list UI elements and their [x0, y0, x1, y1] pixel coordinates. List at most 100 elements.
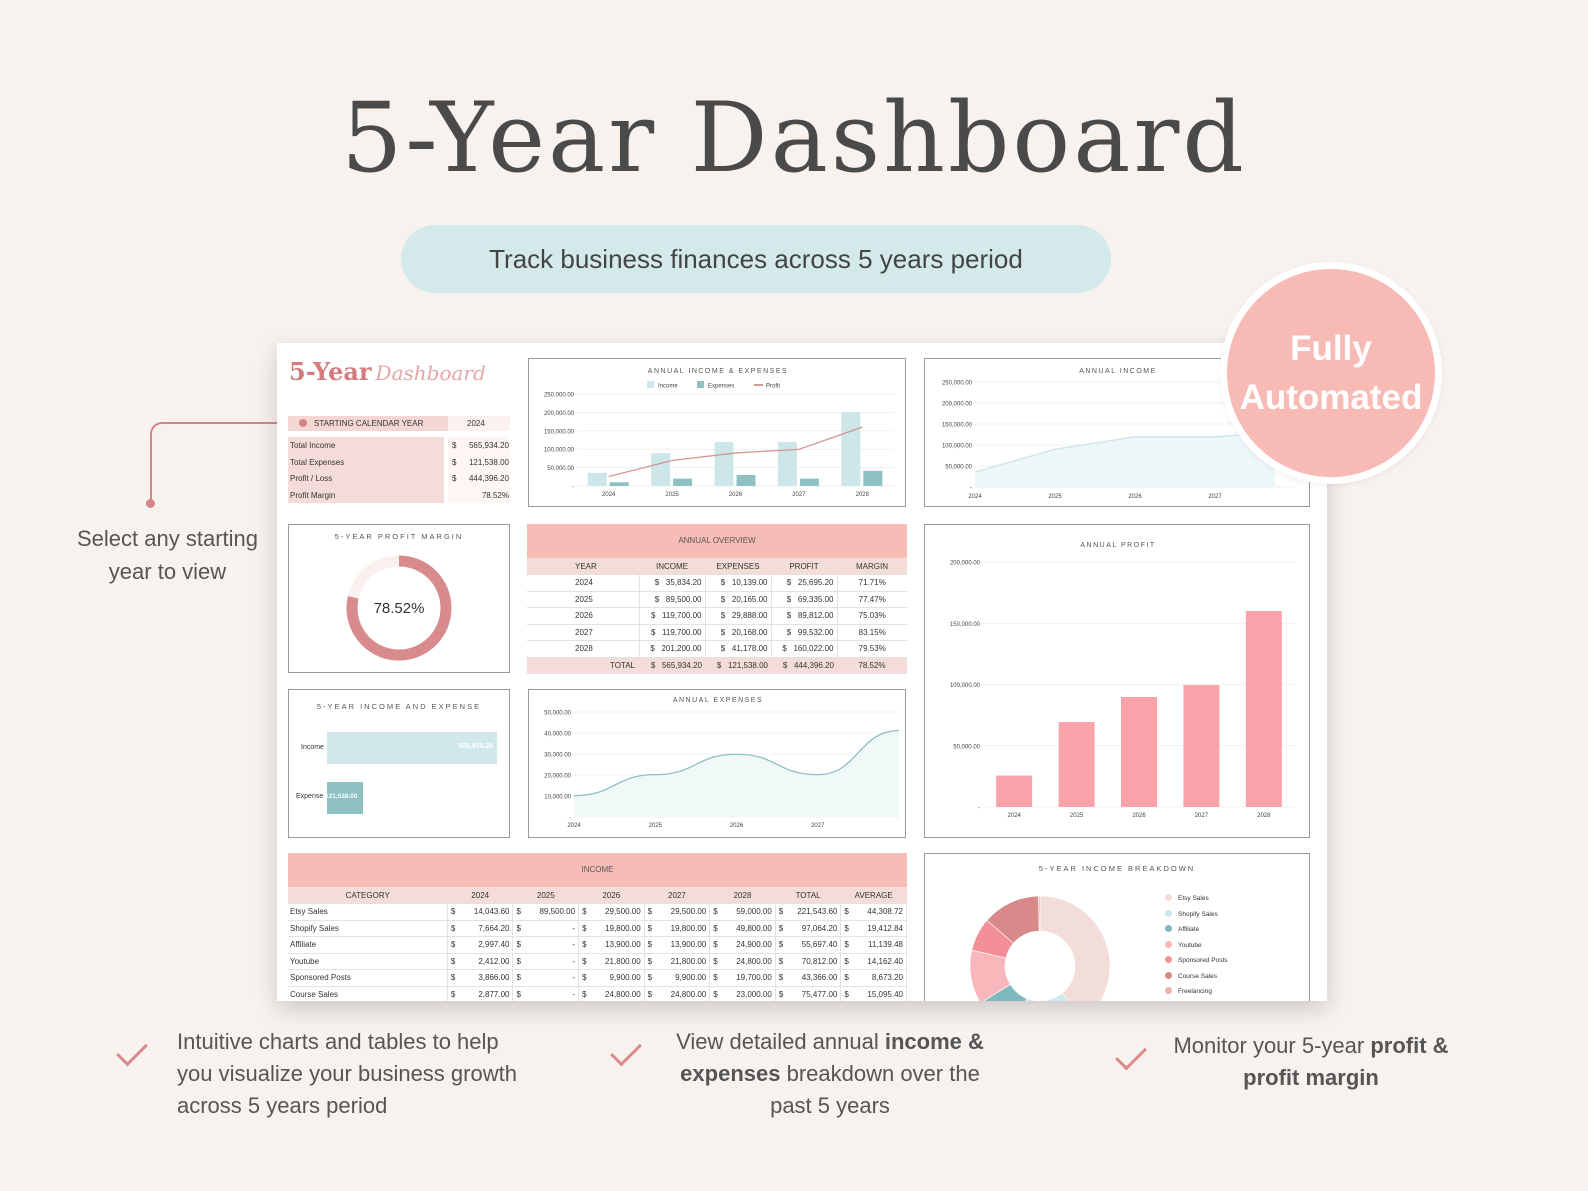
- bar-expenses: [609, 482, 629, 486]
- feature-1: Intuitive charts and tables to help you …: [177, 1029, 517, 1118]
- y-tick-label: 50,000.00: [953, 744, 980, 750]
- summary-currency: $: [452, 457, 457, 467]
- legend-item: Affiliate: [1165, 925, 1228, 941]
- chart-title: ANNUAL INCOME & EXPENSES: [648, 368, 788, 375]
- table-cell: $ 35,834.20: [639, 574, 706, 592]
- x-tick-label: 2026: [1132, 813, 1146, 819]
- income-expense-title: 5-YEAR INCOME AND EXPENSE: [316, 702, 482, 711]
- table-cell: $24,800.00: [709, 953, 776, 970]
- expenses-line: [573, 729, 900, 797]
- table-header: MARGIN: [837, 558, 907, 575]
- legend-label: Freelancing: [1178, 988, 1212, 995]
- table-header: 2028: [709, 887, 776, 904]
- table-row: Shopify Sales $7,664.20 $ - $19,800.00 $19,80…: [288, 920, 907, 937]
- y-tick-label: 10,000.00: [544, 795, 571, 801]
- x-tick-label: 2024: [567, 823, 581, 829]
- ie-income-label: Income: [301, 744, 324, 751]
- annual-profit-chart: ANNUAL PROFIT 200,000.00 150,000.00 100,000…: [950, 542, 1295, 819]
- legend-swatch: [697, 381, 704, 388]
- table-cell: $ 565,934.20: [639, 657, 705, 674]
- bar-expenses: [863, 470, 883, 486]
- income-title: INCOME: [288, 853, 907, 887]
- table-cell: 2028: [527, 640, 640, 658]
- profit-margin-title: 5-YEAR PROFIT MARGIN: [334, 532, 464, 541]
- start-year-label: STARTING CALENDAR YEAR: [314, 419, 424, 428]
- page-title: 5-Year Dashboard: [341, 82, 1247, 194]
- table-cell: Affiliate: [288, 936, 448, 954]
- chart-title: ANNUAL EXPENSES: [673, 697, 763, 704]
- legend-label: Expenses: [708, 384, 734, 390]
- x-tick-label: 2024: [1008, 813, 1022, 819]
- table-header: CATEGORY: [288, 887, 448, 904]
- annual-overview-title: ANNUAL OVERVIEW: [527, 524, 907, 558]
- table-row: Affiliate $2,997.40 $ - $13,900.00 $13,900.00…: [288, 936, 907, 954]
- legend-swatch: [647, 381, 654, 388]
- y-tick-label: 150,000.00: [950, 622, 981, 628]
- summary-currency: $: [452, 474, 457, 483]
- table-cell: $11,139.48: [840, 936, 907, 954]
- start-year-row[interactable]: STARTING CALENDAR YEAR 2024: [288, 416, 510, 431]
- table-cell: $29,500.00: [644, 903, 711, 921]
- table-cell: $55,697.40: [775, 936, 842, 954]
- table-cell: 78.52%: [837, 657, 907, 674]
- table-cell: $14,162.40: [840, 953, 907, 970]
- table-header: YEAR: [527, 558, 639, 575]
- profit-margin-donut: 78.52%: [346, 555, 452, 661]
- y-tick-label: 250,000.00: [544, 393, 575, 399]
- ie-expense-value: 121,538.00: [325, 793, 358, 800]
- start-year-value[interactable]: 2024: [467, 419, 485, 428]
- table-cell: $70,812.00: [775, 953, 842, 970]
- table-cell: $ 10,139.00: [705, 574, 772, 592]
- pie-slice: [1038, 895, 1041, 932]
- annual-profit-panel: ANNUAL PROFIT 200,000.00 150,000.00 100,000…: [924, 524, 1310, 838]
- table-cell: Shopify Sales: [288, 920, 448, 937]
- table-cell: $ 20,165.00: [705, 591, 772, 608]
- summary-currency: $: [452, 441, 457, 450]
- x-tick-label: 2026: [729, 492, 743, 498]
- table-cell: $23,000.00: [709, 986, 776, 1001]
- table-header: 2026: [578, 887, 645, 904]
- y-tick-label: 250,000.00: [942, 381, 973, 387]
- table-row: Course Sales $2,877.00 $ - $24,800.00 $24,800…: [288, 986, 907, 1001]
- table-cell: $ 89,812.00: [771, 607, 838, 625]
- table-cell: $29,500.00: [578, 903, 645, 921]
- x-tick-label: 2028: [1257, 813, 1271, 819]
- table-cell: $ 69,335.00: [771, 591, 838, 608]
- y-tick-label: -: [572, 485, 574, 491]
- bar-profit: [1183, 685, 1220, 807]
- table-cell: $2,877.00: [447, 986, 514, 1001]
- y-tick-label: 50,000.00: [945, 465, 972, 471]
- table-cell: $8,673.20: [840, 969, 907, 987]
- summary-label: Total Expenses: [290, 457, 345, 467]
- table-cell: $24,800.00: [578, 986, 645, 1001]
- table-cell: TOTAL: [527, 657, 639, 674]
- ie-expense-label: Expense: [296, 793, 324, 800]
- summary-row: Total Income $565,934.20: [288, 437, 510, 454]
- feature-2: View detailed annual income & expenses b…: [676, 1029, 984, 1118]
- table-cell: $221,543.60: [775, 903, 842, 921]
- bar-income: [587, 472, 607, 486]
- table-cell: $ 121,538.00: [705, 657, 771, 674]
- y-tick-label: 40,000.00: [544, 732, 571, 738]
- table-total-row: TOTAL $ 565,934.20 $ 121,538.00 $ 444,396.2…: [527, 657, 907, 674]
- annual-income-expenses-chart: ANNUAL INCOME & EXPENSES Income Expenses Pr…: [544, 368, 894, 498]
- table-cell: $7,664.20: [447, 920, 514, 937]
- table-cell: $2,997.40: [447, 936, 514, 954]
- table-cell: $ -: [512, 920, 580, 937]
- table-header: EXPENSES: [705, 558, 771, 575]
- callout-text: Select any starting year to view: [77, 526, 258, 584]
- table-cell: $19,700.00: [709, 969, 776, 987]
- table-cell: $59,000.00: [709, 903, 776, 921]
- start-year-dot: [299, 419, 307, 427]
- dashboard-sheet: 5-Year Dashboard STARTING CALENDAR YEAR 2…: [277, 343, 1327, 1001]
- table-cell: $ 119,700.00: [639, 607, 706, 625]
- table-cell: $97,064.20: [775, 920, 842, 937]
- legend-item: Youtube: [1165, 940, 1228, 957]
- summary-label: Profit Margin: [290, 490, 336, 500]
- table-header: INCOME: [639, 558, 705, 575]
- bar-income: [714, 441, 734, 486]
- x-tick-label: 2028: [856, 492, 870, 498]
- bar-profit: [1245, 610, 1282, 807]
- table-row: 2026 $ 119,700.00 $ 29,888.00 $ 89,812.00 75…: [527, 607, 907, 625]
- table-cell: $19,412.84: [840, 920, 907, 937]
